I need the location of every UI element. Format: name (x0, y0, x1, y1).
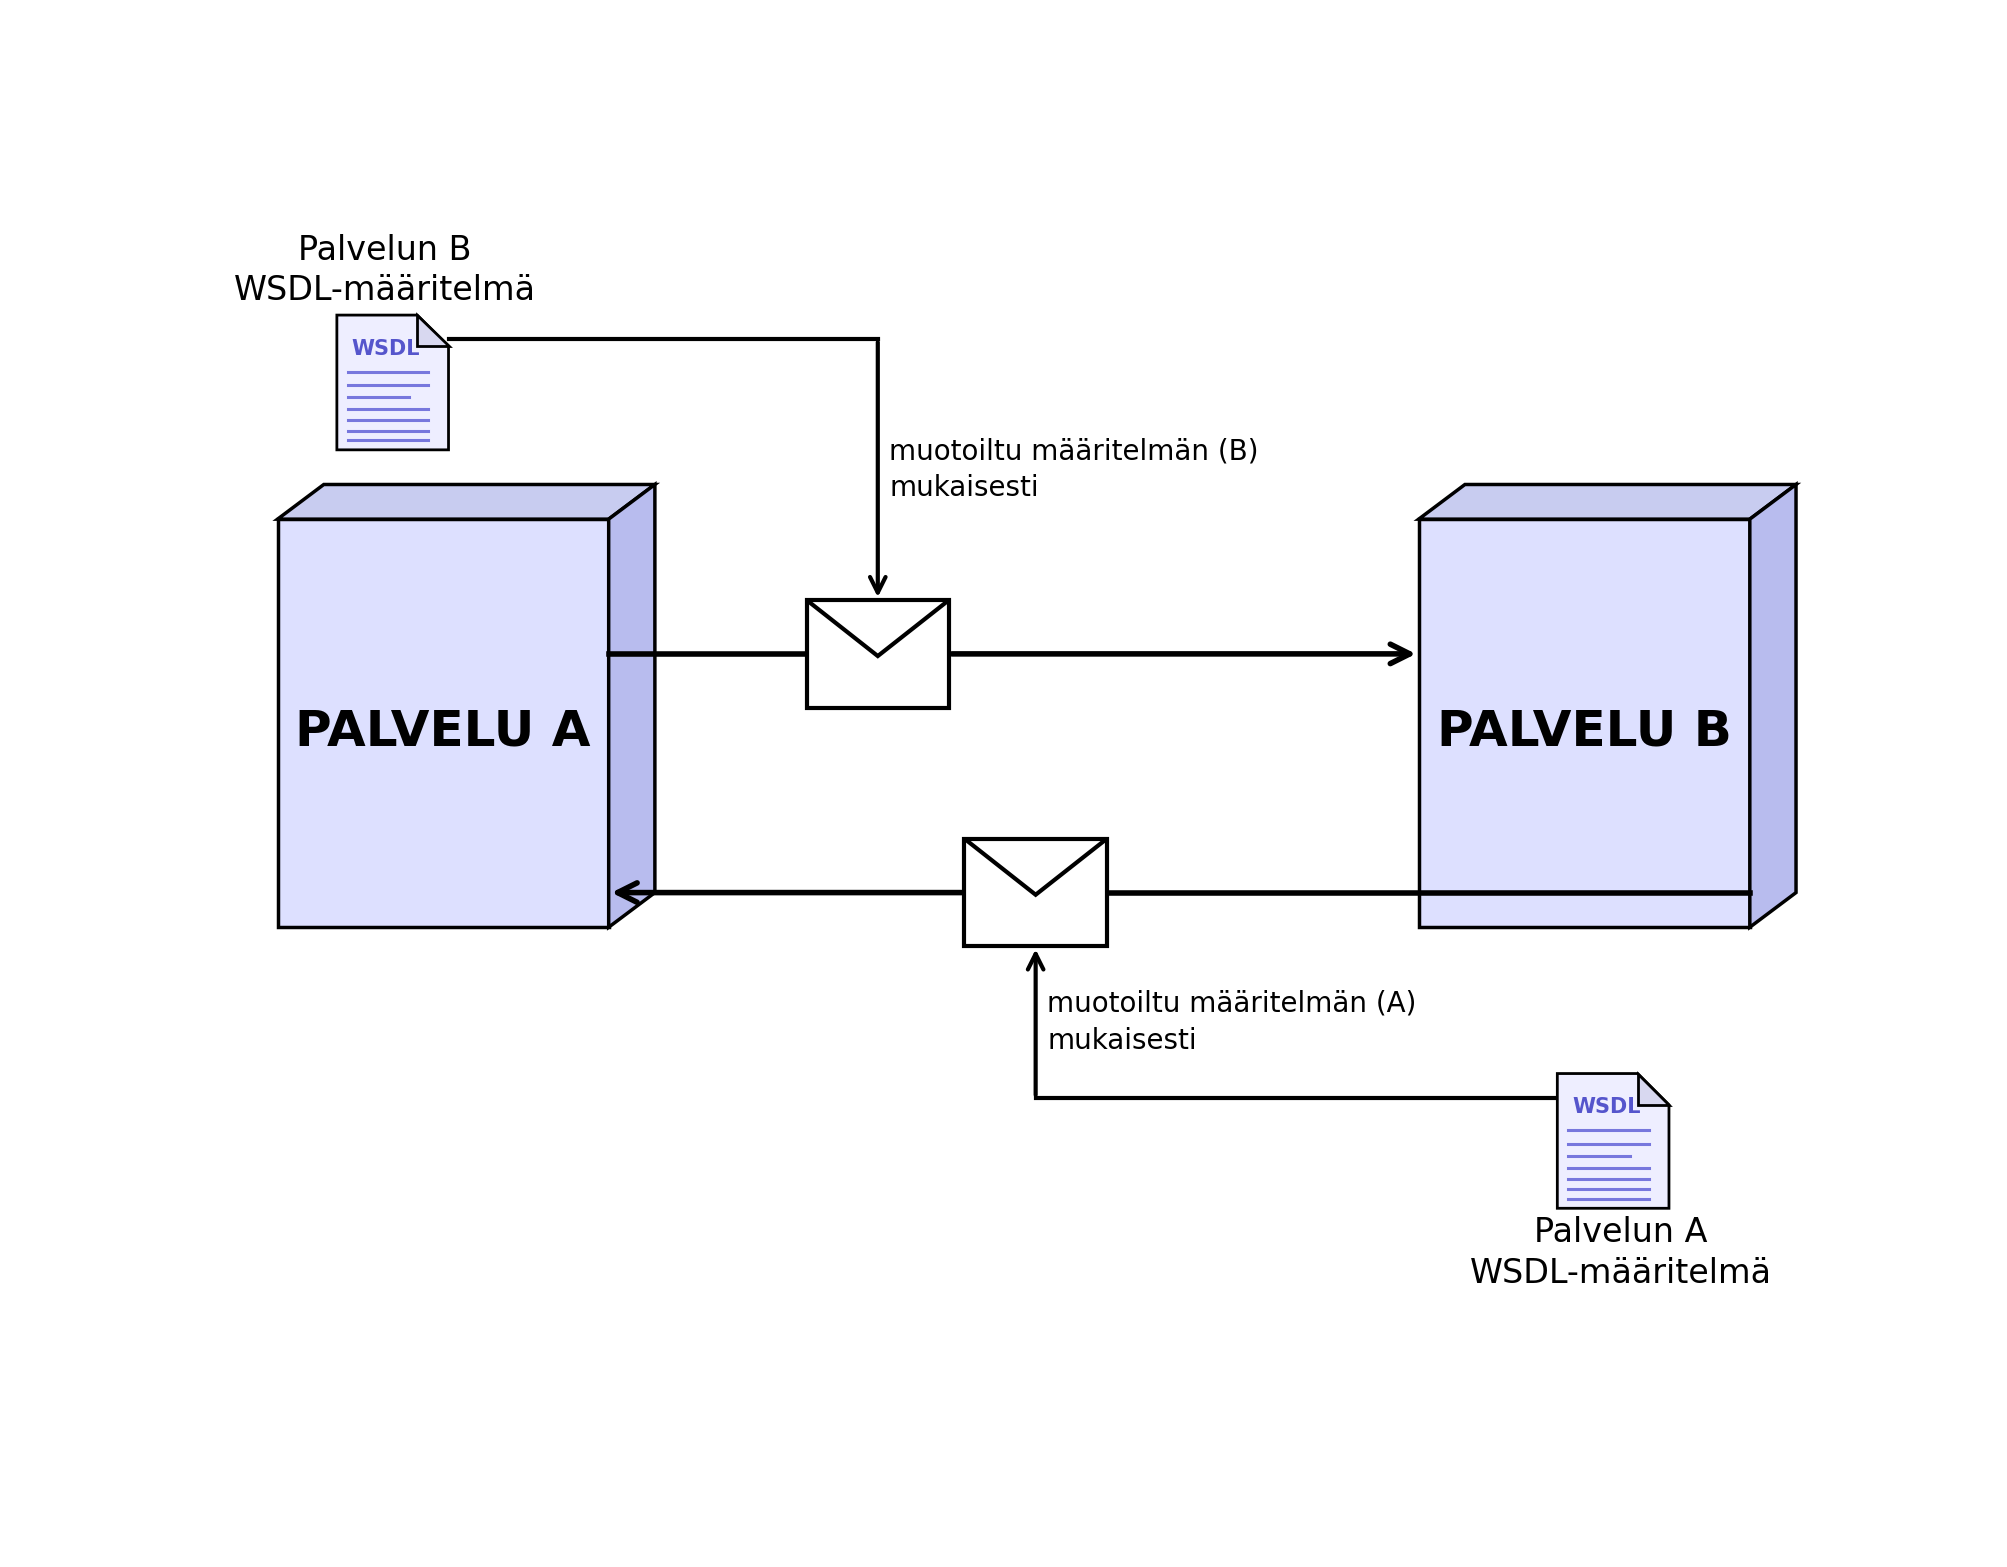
Text: WSDL: WSDL (1571, 1097, 1640, 1117)
Polygon shape (963, 838, 1106, 946)
Polygon shape (337, 315, 448, 450)
Text: Palvelun B
WSDL-määritelmä: Palvelun B WSDL-määritelmä (235, 233, 536, 307)
Text: muotoiltu määritelmän (A)
mukaisesti: muotoiltu määritelmän (A) mukaisesti (1048, 990, 1415, 1055)
Text: PALVELU B: PALVELU B (1437, 707, 1730, 755)
Polygon shape (1638, 1073, 1668, 1105)
Polygon shape (1557, 1073, 1668, 1208)
Text: WSDL: WSDL (351, 338, 419, 359)
Polygon shape (608, 484, 654, 928)
Polygon shape (417, 315, 448, 346)
Polygon shape (807, 600, 949, 708)
Text: PALVELU A: PALVELU A (295, 707, 590, 755)
Text: Palvelun A
WSDL-määritelmä: Palvelun A WSDL-määritelmä (1469, 1216, 1770, 1290)
Polygon shape (1419, 484, 1794, 519)
Polygon shape (1748, 484, 1794, 928)
Polygon shape (1419, 519, 1748, 928)
Polygon shape (277, 484, 654, 519)
Text: muotoiltu määritelmän (B)
mukaisesti: muotoiltu määritelmän (B) mukaisesti (889, 437, 1258, 501)
Polygon shape (277, 519, 608, 928)
